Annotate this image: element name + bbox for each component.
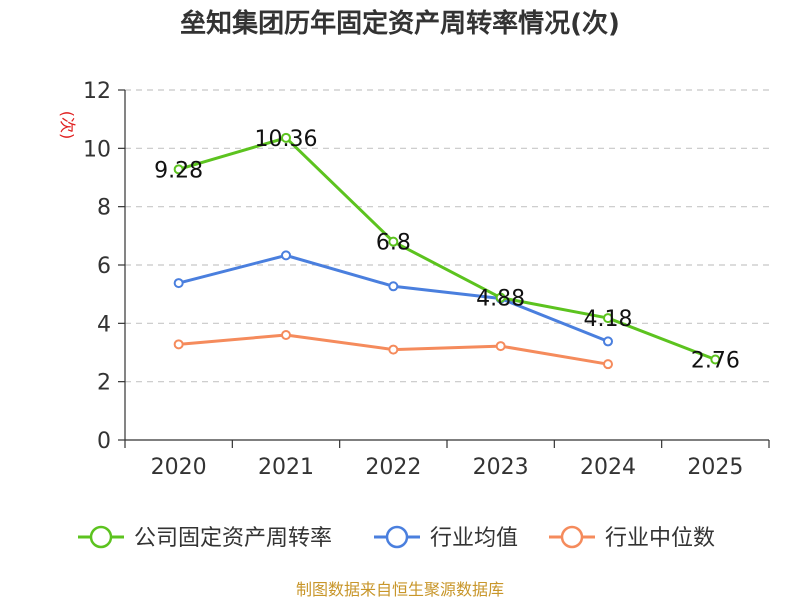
series-lines (173, 132, 721, 370)
axes: 0 2 4 6 8 10 12 2020 2021 2022 2023 2024 2025 (83, 79, 770, 480)
legend-label-1: 行业均值 (430, 526, 518, 551)
y-tick-label-8: 8 (97, 196, 111, 221)
legend: 公司固定资产周转率 行业均值 行业中位数 (78, 525, 715, 551)
x-tick-label-2020: 2020 (151, 455, 207, 480)
grid-lines (125, 89, 769, 383)
source-note: 制图数据来自恒生聚源数据库 (296, 580, 504, 599)
legend-label-2: 行业中位数 (605, 526, 715, 551)
y-tick-label-6: 6 (97, 254, 111, 279)
series-1-point-2021 (281, 250, 291, 261)
chart-title: 垒知集团历年固定资产周转率情况(次) (180, 8, 620, 39)
series-0-point-2020 (173, 164, 184, 175)
y-tick-label-12: 12 (83, 79, 111, 104)
series-0-point-2022 (388, 236, 399, 247)
series-1-point-2022 (388, 281, 399, 292)
y-tick-label-0: 0 (97, 429, 111, 454)
series-2-point-2020 (173, 339, 184, 350)
series-0-point-2024 (603, 313, 613, 324)
y-tick-label-10: 10 (83, 137, 111, 162)
x-tick-label-2023: 2023 (473, 455, 529, 480)
x-tick-label-2021: 2021 (258, 455, 314, 480)
legend-label-0: 公司固定资产周转率 (134, 526, 332, 551)
series-2-point-2022 (388, 344, 399, 355)
data-label-2025: 2.76 (691, 349, 740, 374)
y-tick-label-4: 4 (97, 312, 111, 337)
data-label-2024: 4.18 (584, 307, 633, 332)
x-tick-label-2022: 2022 (365, 455, 421, 480)
series-line-0 (178, 136, 716, 361)
data-label-2021: 10.36 (255, 127, 318, 152)
series-0-point-2025 (710, 354, 721, 365)
x-tick-label-2024: 2024 (580, 455, 636, 480)
legend-marker-0 (89, 525, 113, 549)
series-2-point-2024 (603, 359, 613, 370)
series-2-point-2021 (281, 330, 291, 340)
legend-marker-1 (385, 525, 409, 549)
series-line-1 (178, 253, 609, 343)
data-label-2022: 6.8 (376, 231, 411, 256)
series-1-point-2020 (173, 278, 184, 289)
series-1-point-2024 (603, 336, 613, 347)
y-tick-label-2: 2 (97, 371, 111, 396)
data-label-2020: 9.28 (154, 158, 203, 183)
data-labels: 9.28 10.36 6.8 4.88 4.18 2.76 (154, 127, 740, 374)
series-0-point-2023 (495, 292, 506, 303)
x-tick-label-2025: 2025 (687, 455, 743, 480)
data-label-2023: 4.88 (476, 287, 525, 312)
y-axis-label: (次) (58, 111, 77, 140)
legend-marker-2 (560, 525, 584, 549)
series-2-point-2023 (495, 341, 506, 352)
series-0-point-2021 (281, 132, 291, 143)
